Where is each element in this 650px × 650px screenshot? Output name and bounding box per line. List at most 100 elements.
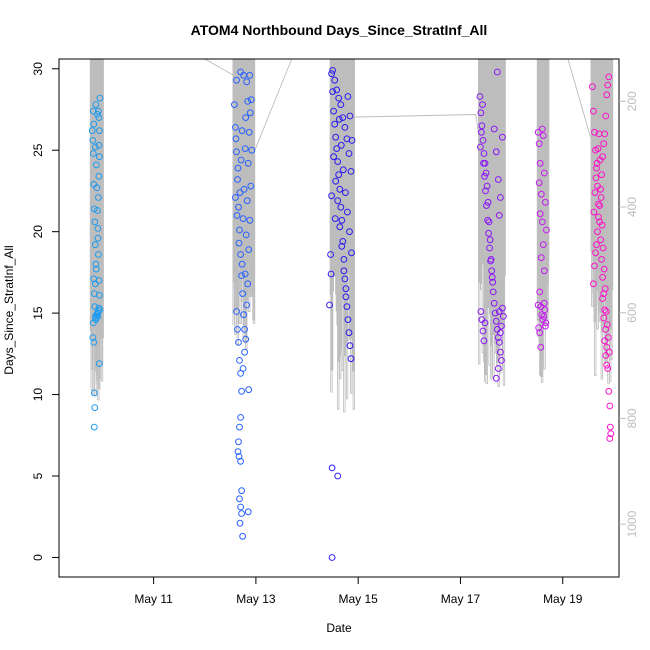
data-point bbox=[542, 319, 550, 327]
trace-flight-3 bbox=[329, 58, 355, 413]
data-point bbox=[233, 148, 240, 156]
data-point bbox=[492, 148, 500, 156]
data-point bbox=[333, 145, 341, 153]
data-point bbox=[338, 216, 346, 224]
data-point bbox=[245, 246, 253, 254]
y-tick-label: 0 bbox=[31, 554, 45, 561]
data-point bbox=[94, 111, 101, 118]
data-point bbox=[482, 187, 489, 195]
data-point bbox=[241, 326, 249, 333]
data-point bbox=[95, 141, 103, 149]
data-point bbox=[235, 203, 242, 211]
data-point bbox=[238, 487, 246, 495]
data-point bbox=[95, 251, 102, 258]
x-tick-label: May 11 bbox=[134, 592, 173, 606]
data-point bbox=[344, 316, 352, 324]
data-point bbox=[241, 270, 249, 278]
data-point bbox=[477, 308, 485, 315]
data-point bbox=[238, 510, 246, 517]
data-point bbox=[341, 124, 349, 131]
data-point bbox=[332, 177, 340, 185]
data-point bbox=[479, 327, 487, 335]
data-point bbox=[237, 251, 245, 258]
right-tick-label: 800 bbox=[625, 408, 639, 428]
data-point bbox=[604, 334, 612, 341]
data-point bbox=[344, 93, 352, 100]
data-point bbox=[537, 254, 545, 262]
data-point bbox=[235, 453, 243, 460]
data-point bbox=[233, 308, 240, 315]
data-point bbox=[337, 101, 345, 108]
data-point bbox=[599, 273, 606, 281]
data-point bbox=[89, 319, 97, 327]
data-point bbox=[540, 313, 548, 320]
data-point bbox=[479, 101, 486, 108]
data-point bbox=[231, 101, 238, 108]
data-point bbox=[607, 430, 615, 438]
data-point bbox=[91, 218, 99, 226]
data-point bbox=[606, 423, 614, 431]
data-point bbox=[600, 314, 608, 322]
data-point bbox=[246, 71, 254, 79]
x-tick-label: May 15 bbox=[338, 592, 378, 606]
data-point bbox=[232, 135, 240, 143]
data-point bbox=[340, 256, 348, 263]
data-point bbox=[243, 197, 251, 205]
data-point bbox=[589, 83, 596, 91]
data-point bbox=[328, 554, 336, 561]
data-point bbox=[498, 357, 505, 364]
data-point bbox=[94, 207, 101, 214]
data-point bbox=[535, 179, 543, 187]
data-point bbox=[596, 156, 604, 164]
data-point bbox=[606, 435, 614, 442]
trace-transit-6 bbox=[547, 58, 592, 139]
data-point bbox=[234, 176, 241, 183]
series-flight-5 bbox=[534, 125, 550, 351]
data-point bbox=[91, 303, 99, 311]
data-point bbox=[537, 343, 545, 351]
data-point bbox=[347, 168, 355, 175]
data-point bbox=[96, 306, 104, 314]
data-point bbox=[92, 314, 100, 322]
data-point bbox=[595, 213, 602, 221]
data-point bbox=[484, 198, 492, 206]
data-point bbox=[328, 464, 336, 472]
data-point bbox=[483, 202, 490, 210]
trace-transit-2 bbox=[153, 58, 234, 76]
data-point bbox=[591, 262, 598, 270]
data-point bbox=[327, 251, 335, 258]
data-point bbox=[603, 361, 611, 369]
data-point bbox=[600, 140, 608, 148]
data-point bbox=[90, 389, 98, 397]
right-tick-label: 600 bbox=[625, 302, 639, 322]
data-point bbox=[91, 280, 99, 288]
data-point bbox=[541, 306, 549, 314]
y-tick-label: 15 bbox=[31, 306, 45, 320]
data-point bbox=[494, 365, 502, 372]
x-tick-label: May 17 bbox=[441, 592, 481, 606]
data-point bbox=[486, 236, 494, 244]
data-point bbox=[500, 313, 507, 320]
data-point bbox=[337, 203, 345, 211]
data-point bbox=[232, 124, 239, 131]
data-point bbox=[88, 127, 96, 135]
data-point bbox=[590, 280, 597, 288]
data-point bbox=[598, 171, 605, 179]
data-point bbox=[590, 107, 597, 115]
data-point bbox=[498, 322, 505, 330]
data-point bbox=[96, 360, 103, 368]
data-point bbox=[540, 169, 548, 177]
data-point bbox=[597, 185, 604, 193]
data-point bbox=[339, 166, 347, 174]
data-point bbox=[238, 127, 246, 135]
data-point bbox=[329, 88, 337, 95]
data-point bbox=[96, 94, 104, 102]
data-point bbox=[237, 457, 245, 465]
series-flight-2 bbox=[231, 68, 256, 540]
data-point bbox=[497, 194, 504, 201]
data-point bbox=[334, 158, 342, 166]
data-point bbox=[539, 132, 547, 140]
trace-flight-5 bbox=[536, 58, 550, 383]
data-point bbox=[238, 260, 246, 268]
